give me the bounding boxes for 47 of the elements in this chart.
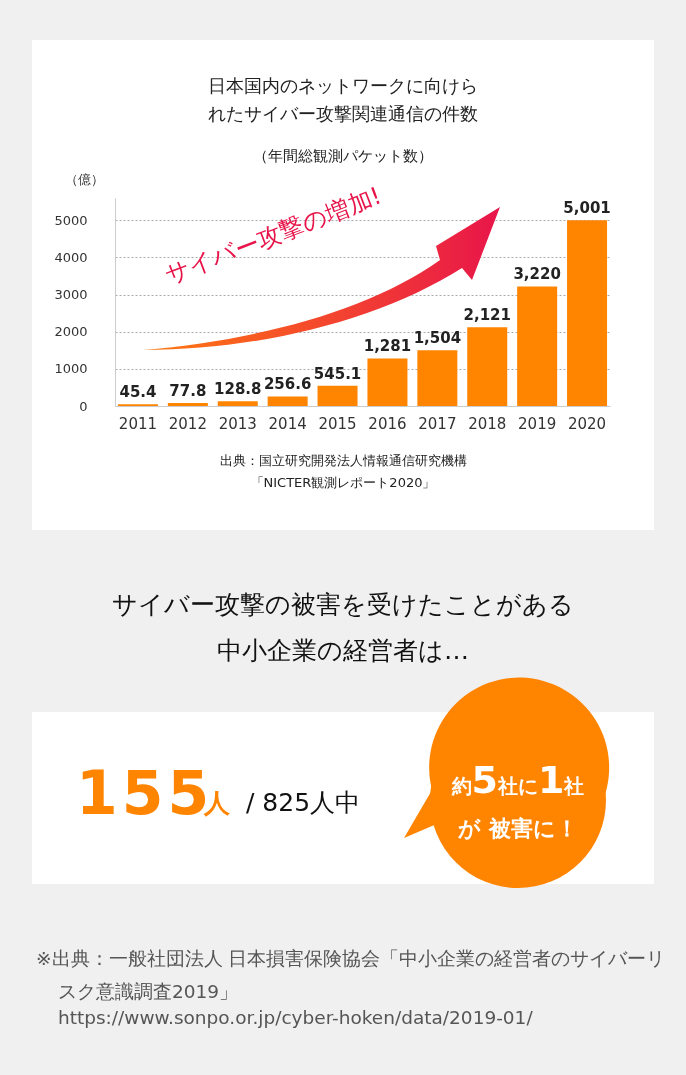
x-tick-label: 2011: [118, 414, 158, 433]
bar: [417, 350, 458, 406]
x-tick-label: 2012: [168, 414, 207, 433]
text: 中小企業の経営者は…: [216, 635, 470, 667]
annotation: サイバー攻撃の増加!: [160, 180, 386, 292]
text: 約5社に1社: [451, 758, 585, 802]
bar: [467, 327, 508, 406]
y-tick-label: 0: [79, 398, 88, 414]
x-tick-label: 2016: [368, 414, 407, 433]
bar: [517, 286, 558, 406]
text: が 被害に！: [457, 815, 579, 843]
y-tick-label: 1000: [54, 361, 88, 377]
y-tick-label: 4000: [54, 249, 88, 265]
data-label: 545.1: [313, 364, 362, 383]
chart-subtitle: （年間総観測パケット数）: [252, 147, 434, 166]
y-tick-label: 2000: [54, 324, 88, 340]
bar: [367, 358, 408, 406]
y-axis-title: （億）: [64, 171, 104, 187]
data-label: 128.8: [214, 380, 262, 399]
text: サイバー攻撃の被害を受けたことがある: [111, 589, 575, 621]
chart-title: 日本国内のネットワークに向けられたサイバー攻撃関連通信の件数: [207, 74, 479, 126]
data-label: 5,001: [563, 199, 611, 218]
bar: [267, 396, 308, 406]
source-note: 出典：国立研究開発法人情報通信研究機構: [218, 452, 468, 470]
x-tick-label: 2020: [567, 414, 607, 433]
x-tick-label: 2017: [418, 414, 457, 433]
bar: [217, 401, 258, 406]
data-label: 3,220: [513, 265, 561, 284]
y-tick-label: 5000: [54, 212, 88, 228]
text: / 825人中: [246, 787, 361, 819]
x-tick-label: 2014: [268, 414, 307, 433]
data-label: 77.8: [169, 382, 207, 401]
x-tick-label: 2019: [518, 414, 557, 433]
data-label: 1,281: [363, 337, 412, 356]
data-label: 1,504: [413, 329, 462, 348]
x-tick-label: 2018: [468, 414, 507, 433]
data-label: 256.6: [263, 375, 312, 394]
text: 「NICTER観測レポート2020」: [249, 474, 437, 492]
bar: [567, 220, 608, 406]
bar: [167, 403, 208, 406]
data-label: 2,121: [463, 306, 511, 325]
x-tick-label: 2013: [218, 414, 257, 433]
bar: [317, 385, 358, 406]
text: https://www.sonpo.or.jp/cyber-hoken/data/2019-01/: [58, 1007, 533, 1028]
data-label: 45.4: [119, 383, 157, 402]
x-tick-label: 2015: [318, 414, 357, 433]
y-tick-label: 3000: [54, 287, 88, 303]
